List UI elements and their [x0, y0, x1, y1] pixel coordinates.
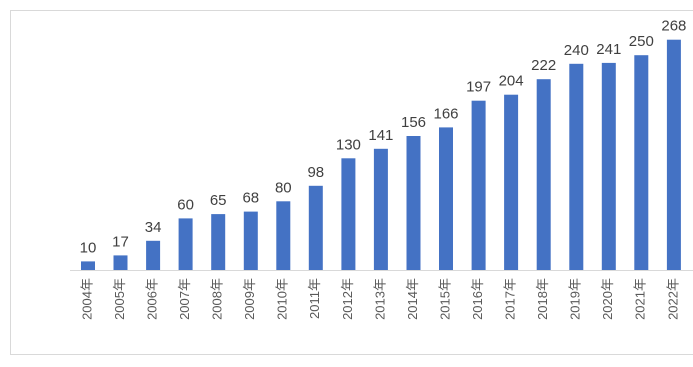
x-tick-label-2019年: 2019年	[568, 278, 583, 320]
data-label-2015年: 166	[433, 105, 458, 122]
data-label-2018年: 222	[531, 57, 556, 74]
bar-2006年	[146, 240, 161, 270]
x-tick-label-2021年: 2021年	[633, 278, 648, 320]
x-tick-label-2020年: 2020年	[600, 278, 615, 320]
data-label-2005年: 17	[112, 233, 129, 250]
data-label-2017年: 204	[499, 73, 524, 90]
x-tick-label-2005年: 2005年	[112, 278, 127, 320]
x-tick-label-2016年: 2016年	[470, 278, 485, 320]
x-tick-labels-group: 2004年 2005年 2006年 2007年 2008年 2009年 2010年 2011年…	[79, 278, 680, 320]
bar-2013年	[373, 148, 388, 270]
bar-2008年	[211, 214, 226, 270]
x-tick-label-2013年: 2013年	[372, 278, 387, 320]
x-tick-label-2011年: 2011年	[307, 278, 322, 319]
bar-2005年	[113, 255, 128, 270]
x-tick-label-2004年: 2004年	[79, 278, 94, 320]
bar-2014年	[406, 136, 421, 270]
data-label-2012年: 130	[336, 136, 361, 153]
data-label-2016年: 197	[466, 79, 491, 96]
data-label-2008年: 65	[210, 192, 227, 209]
data-label-2004年: 10	[80, 239, 97, 256]
bar-2009年	[243, 211, 258, 270]
x-tick-label-2014年: 2014年	[405, 278, 420, 320]
x-tick-label-2018年: 2018年	[535, 278, 550, 320]
data-label-2014年: 156	[401, 114, 426, 131]
x-tick-label-2007年: 2007年	[177, 278, 192, 320]
bar-2022年	[666, 39, 681, 271]
bar-2020年	[601, 62, 616, 271]
x-tick-label-2012年: 2012年	[340, 278, 355, 320]
x-tick-label-2006年: 2006年	[145, 278, 160, 320]
data-labels-group: 10 17 34 60 65 68 80 98 130 141 156 166 197 204 222 240…	[80, 18, 687, 257]
data-label-2022年: 268	[661, 18, 686, 35]
data-label-2020年: 241	[596, 41, 621, 58]
bar-2021年	[634, 55, 649, 271]
bar-2018年	[536, 79, 551, 270]
bar-2017年	[504, 94, 519, 270]
data-label-2019年: 240	[564, 42, 589, 59]
bar-2004年	[81, 261, 95, 270]
x-tick-label-2009年: 2009年	[242, 278, 257, 320]
bar-2010年	[276, 201, 291, 270]
x-tick-label-2010年: 2010年	[275, 278, 290, 320]
bar-2015年	[439, 127, 453, 271]
bar-2007年	[178, 218, 193, 270]
data-label-2013年: 141	[368, 127, 393, 144]
x-tick-label-2008年: 2008年	[210, 278, 225, 320]
data-label-2011年: 98	[307, 164, 324, 181]
bar-2016年	[471, 100, 486, 270]
data-label-2009年: 68	[242, 190, 259, 207]
data-label-2021年: 250	[629, 33, 654, 50]
bar-2012年	[341, 158, 356, 270]
bar-2019年	[569, 63, 584, 270]
x-tick-label-2017年: 2017年	[503, 278, 518, 320]
x-tick-label-2015年: 2015年	[437, 278, 452, 320]
data-label-2010年: 80	[275, 179, 292, 196]
bar-2011年	[308, 185, 323, 270]
x-tick-label-2022年: 2022年	[665, 278, 680, 320]
data-label-2007年: 60	[177, 196, 194, 213]
data-label-2006年: 34	[145, 219, 162, 236]
bars-group	[81, 39, 681, 271]
